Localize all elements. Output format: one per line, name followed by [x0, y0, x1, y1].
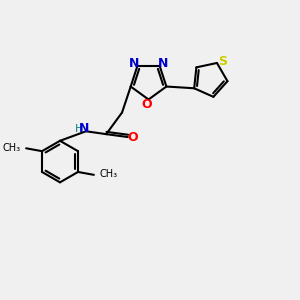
- Text: S: S: [218, 55, 226, 68]
- Text: O: O: [142, 98, 152, 111]
- Text: CH₃: CH₃: [3, 143, 21, 153]
- Text: N: N: [79, 122, 90, 136]
- Text: H: H: [75, 124, 83, 134]
- Text: O: O: [128, 130, 138, 143]
- Text: N: N: [158, 57, 169, 70]
- Text: CH₃: CH₃: [99, 169, 117, 179]
- Text: N: N: [129, 57, 139, 70]
